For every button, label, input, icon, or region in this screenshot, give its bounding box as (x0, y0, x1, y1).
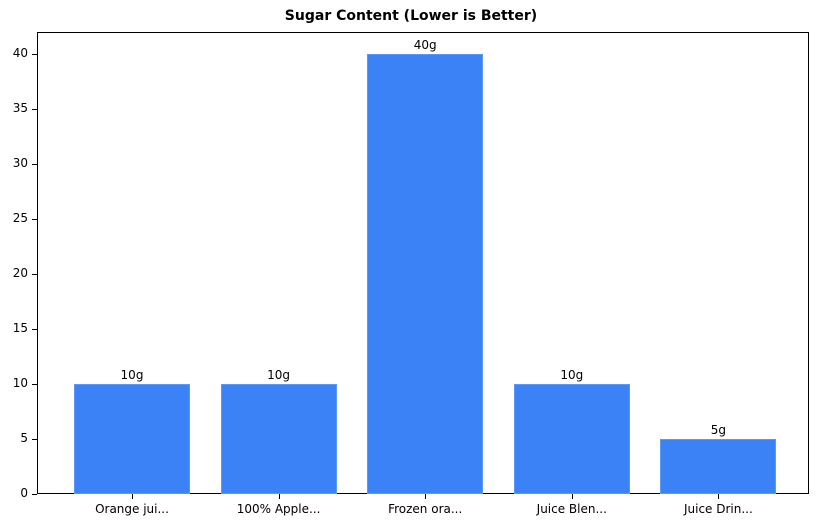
x-tick (718, 494, 719, 499)
x-tick (425, 494, 426, 499)
y-tick-label: 0 (20, 486, 28, 500)
y-tick (32, 384, 37, 385)
y-tick (32, 329, 37, 330)
y-tick-label: 10 (12, 376, 28, 390)
y-tick (32, 494, 37, 495)
y-tick (32, 109, 37, 110)
y-tick (32, 439, 37, 440)
y-tick (32, 164, 37, 165)
x-tick (132, 494, 133, 499)
bar-value-label: 10g (120, 368, 144, 382)
x-tick-label: Juice Drin... (683, 502, 753, 516)
y-tick (32, 274, 37, 275)
y-tick-label: 30 (12, 156, 28, 170)
y-tick-label: 15 (12, 321, 28, 335)
y-tick-label: 35 (12, 101, 28, 115)
x-tick (572, 494, 573, 499)
bar-value-label: 10g (560, 368, 584, 382)
bar (660, 439, 777, 494)
x-tick-label: Orange jui... (95, 502, 169, 516)
y-tick (32, 219, 37, 220)
x-tick (279, 494, 280, 499)
chart-title: Sugar Content (Lower is Better) (284, 8, 538, 24)
bar-value-label: 40g (413, 38, 437, 52)
bar (367, 54, 484, 494)
bar (513, 384, 630, 494)
y-tick-label: 5 (20, 431, 28, 445)
x-tick-label: Frozen ora... (388, 502, 463, 516)
bar (220, 384, 337, 494)
y-tick-label: 25 (12, 211, 28, 225)
bar-value-label: 5g (710, 423, 727, 437)
y-tick-label: 20 (12, 266, 28, 280)
y-tick-label: 40 (12, 46, 28, 60)
y-tick (32, 54, 37, 55)
x-tick-label: 100% Apple... (236, 502, 321, 516)
x-tick-label: Juice Blen... (536, 502, 607, 516)
bar (74, 384, 190, 494)
bar-value-label: 10g (267, 368, 291, 382)
